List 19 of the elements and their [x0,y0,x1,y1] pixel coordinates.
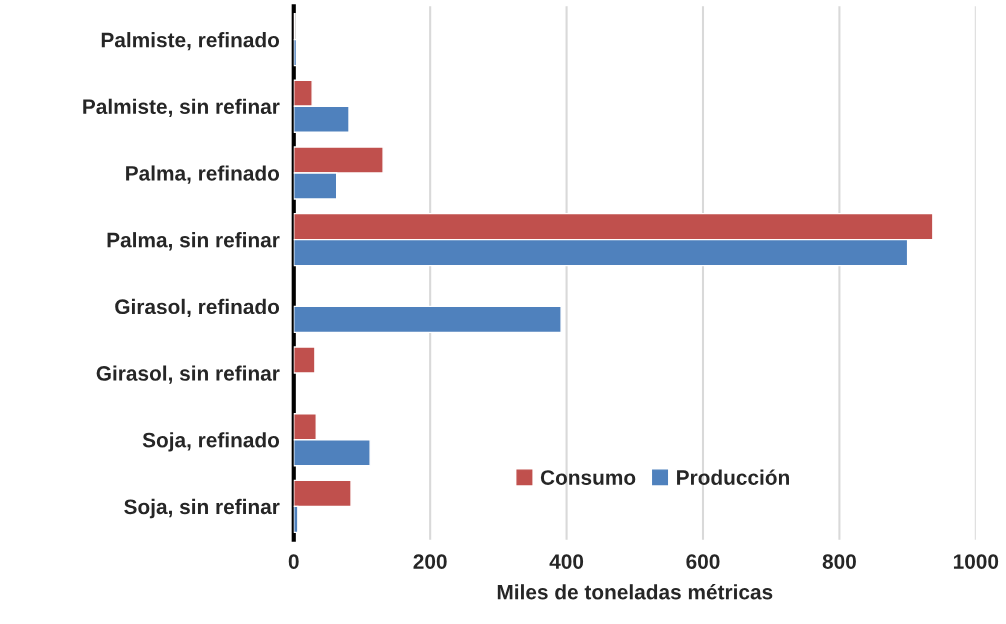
x-tick-label: 0 [288,554,299,569]
bar [293,346,316,374]
y-tick-label: Palmiste, refinado [101,32,280,51]
y-tick-label: Girasol, refinado [115,298,280,318]
x-tick-label: 800 [822,554,856,569]
y-tick-label: Soja, sin refinar [124,498,280,519]
y-tick-label: Soja, refinado [142,432,280,452]
x-tick-label: 1000 [953,554,999,569]
x-tick-label: 600 [686,554,720,569]
y-tick-label: Palma, sin refinar [107,232,280,251]
legend-label: Consumo [540,470,636,485]
y-tick-label: Palma, refinado [126,165,280,184]
x-axis-title: Miles de toneladas métricas [497,584,773,600]
y-tick-label: Girasol, sin refinar [96,365,280,384]
x-tick-label: 400 [549,554,584,569]
legend-label: Producción [677,469,789,485]
bar [293,305,562,334]
x-tick-label: 200 [413,554,447,569]
y-tick-label: Palmiste, sin refinar [83,98,280,118]
